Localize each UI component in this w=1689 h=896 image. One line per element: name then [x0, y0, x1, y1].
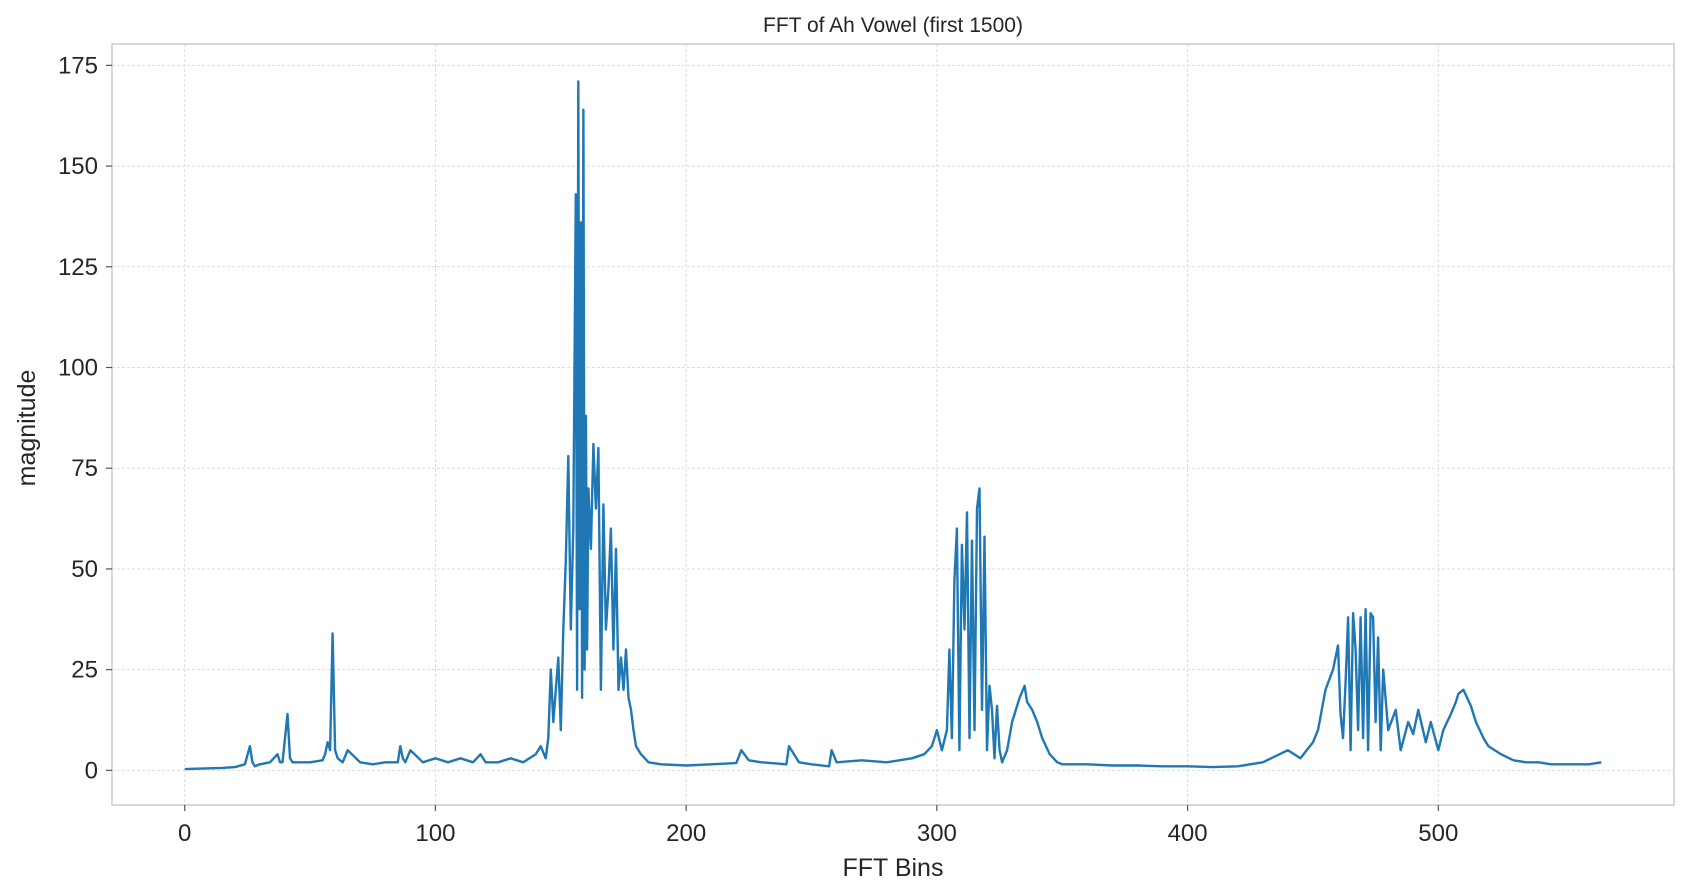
- grid: [112, 44, 1674, 805]
- y-tick-label: 125: [58, 254, 98, 281]
- x-tick-label: 300: [917, 820, 957, 847]
- x-tick-label: 400: [1168, 820, 1208, 847]
- x-tick-label: 200: [666, 820, 706, 847]
- y-axis-label: magnitude: [13, 370, 41, 487]
- y-tick-label: 50: [71, 556, 98, 583]
- ticks: 0 100 200 300 400 500 0 25 50 75 100 125 150 175: [58, 52, 1458, 847]
- y-tick-label: 150: [58, 153, 98, 180]
- y-tick-label: 175: [58, 52, 98, 79]
- chart-title: FFT of Ah Vowel (first 1500): [763, 14, 1023, 37]
- series-line: [184, 80, 1602, 771]
- y-tick-label: 25: [71, 657, 98, 684]
- x-tick-label: 0: [178, 820, 191, 847]
- y-tick-label: 100: [58, 354, 98, 381]
- y-tick-label: 75: [71, 455, 98, 482]
- plot-frame: [111, 43, 1675, 806]
- y-tick-label: 0: [85, 757, 98, 784]
- x-tick-label: 100: [415, 820, 455, 847]
- x-tick-label: 500: [1418, 820, 1458, 847]
- x-axis-label: FFT Bins: [843, 854, 944, 882]
- series-layer: [184, 80, 1602, 771]
